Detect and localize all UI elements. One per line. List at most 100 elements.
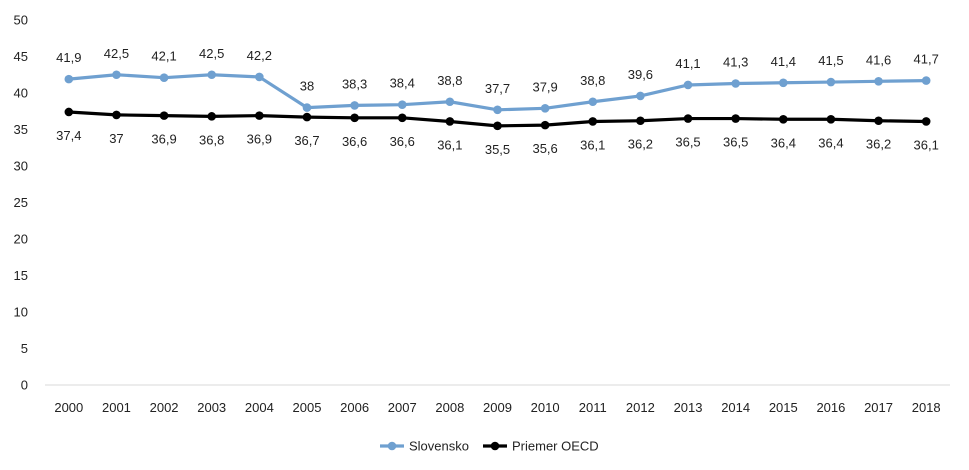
- x-tick-label: 2009: [483, 400, 512, 415]
- data-label: 37,9: [532, 79, 557, 94]
- data-label: 36,6: [342, 134, 367, 149]
- data-point: [588, 117, 598, 126]
- data-label: 37,4: [56, 128, 81, 143]
- data-label: 42,1: [151, 49, 176, 64]
- data-point: [64, 74, 74, 84]
- data-point: [159, 73, 169, 82]
- data-label: 38,3: [342, 76, 367, 91]
- data-label: 36,2: [628, 137, 653, 152]
- x-tick-label: 2017: [864, 400, 893, 415]
- data-point: [397, 113, 407, 123]
- data-point: [588, 97, 598, 107]
- y-tick-label: 20: [14, 232, 28, 247]
- data-label: 42,2: [247, 48, 272, 63]
- data-label: 36,1: [914, 137, 939, 152]
- data-label: 38,4: [390, 76, 415, 91]
- x-tick-label: 2013: [674, 400, 703, 415]
- series-layer: [64, 70, 931, 131]
- legend-marker-0: [387, 441, 397, 451]
- data-point: [731, 114, 740, 123]
- x-tick-label: 2000: [54, 400, 83, 415]
- data-point: [778, 114, 788, 124]
- legend: Slovensko Priemer OECD: [380, 439, 599, 454]
- legend-marker-1: [490, 441, 500, 451]
- x-tick-label: 2018: [912, 400, 941, 415]
- y-tick-label: 45: [14, 49, 28, 64]
- y-tick-label: 10: [14, 305, 28, 320]
- data-point: [826, 114, 836, 124]
- data-label: 35,5: [485, 142, 510, 157]
- data-point: [207, 70, 217, 80]
- y-tick-label: 40: [14, 86, 28, 101]
- data-label: 37: [109, 131, 123, 146]
- x-tick-label: 2001: [102, 400, 131, 415]
- data-label: 36,9: [151, 132, 176, 147]
- data-point: [493, 121, 502, 131]
- data-label: 38: [300, 79, 314, 94]
- data-point: [112, 70, 121, 80]
- data-label: 36,4: [771, 135, 796, 150]
- data-label: 41,5: [818, 53, 843, 68]
- data-point: [540, 120, 550, 130]
- data-label: 41,3: [723, 55, 748, 70]
- y-tick-label: 50: [14, 13, 28, 28]
- data-label: 36,2: [866, 137, 891, 152]
- legend-label: Slovensko: [409, 439, 469, 454]
- data-point: [302, 112, 312, 122]
- data-point: [255, 111, 264, 120]
- y-tick-label: 5: [21, 341, 28, 356]
- data-point: [540, 104, 550, 113]
- data-point: [921, 76, 931, 85]
- y-tick-label: 35: [14, 122, 28, 137]
- x-tick-label: 2007: [388, 400, 417, 415]
- data-point: [683, 80, 693, 90]
- data-label: 41,9: [56, 50, 81, 65]
- x-tick-label: 2003: [197, 400, 226, 415]
- data-label: 42,5: [104, 46, 129, 61]
- data-labels: 41,9 42,5 42,1 42,5 42,2 38 38,3 38,4 38,8 37,7 37…: [56, 46, 939, 157]
- data-point: [636, 91, 645, 101]
- data-point: [350, 113, 359, 123]
- x-tick-label: 2016: [816, 400, 845, 415]
- x-tick-label: 2015: [769, 400, 798, 415]
- data-label: 36,1: [580, 137, 605, 152]
- data-point: [255, 72, 264, 82]
- data-label: 36,4: [818, 135, 843, 150]
- data-point: [921, 117, 931, 126]
- data-label: 41,6: [866, 52, 891, 67]
- x-tick-label: 2002: [150, 400, 179, 415]
- x-tick-label: 2014: [721, 400, 750, 415]
- y-tick-label: 0: [21, 378, 28, 393]
- data-label: 38,8: [437, 73, 462, 88]
- y-tick-label: 30: [14, 159, 28, 174]
- data-label: 41,7: [914, 52, 939, 67]
- x-tick-label: 2005: [293, 400, 322, 415]
- x-axis: 2000 2001 2002 2003 2004 2005 2006 2007 2008 2009…: [45, 384, 950, 415]
- data-point: [731, 79, 740, 88]
- data-label: 38,8: [580, 73, 605, 88]
- x-tick-label: 2012: [626, 400, 655, 415]
- y-axis: 0 5 10 15 20 25 30 35 40 45 50: [14, 13, 28, 393]
- x-tick-label: 2010: [531, 400, 560, 415]
- data-point: [826, 77, 836, 87]
- data-label: 36,8: [199, 132, 224, 147]
- data-label: 36,7: [294, 133, 319, 148]
- data-point: [64, 107, 74, 117]
- data-point: [683, 114, 693, 123]
- y-tick-label: 25: [14, 195, 28, 210]
- data-label: 36,1: [437, 137, 462, 152]
- data-point: [302, 103, 312, 112]
- data-point: [112, 110, 121, 120]
- data-point: [445, 97, 455, 107]
- x-tick-label: 2004: [245, 400, 274, 415]
- data-label: 35,6: [532, 141, 557, 156]
- data-point: [445, 117, 455, 126]
- data-point: [778, 78, 788, 88]
- data-label: 37,7: [485, 81, 510, 96]
- data-label: 42,5: [199, 46, 224, 61]
- legend-label: Priemer OECD: [512, 439, 599, 454]
- y-tick-label: 15: [14, 268, 28, 283]
- data-label: 36,6: [390, 134, 415, 149]
- data-point: [207, 112, 217, 121]
